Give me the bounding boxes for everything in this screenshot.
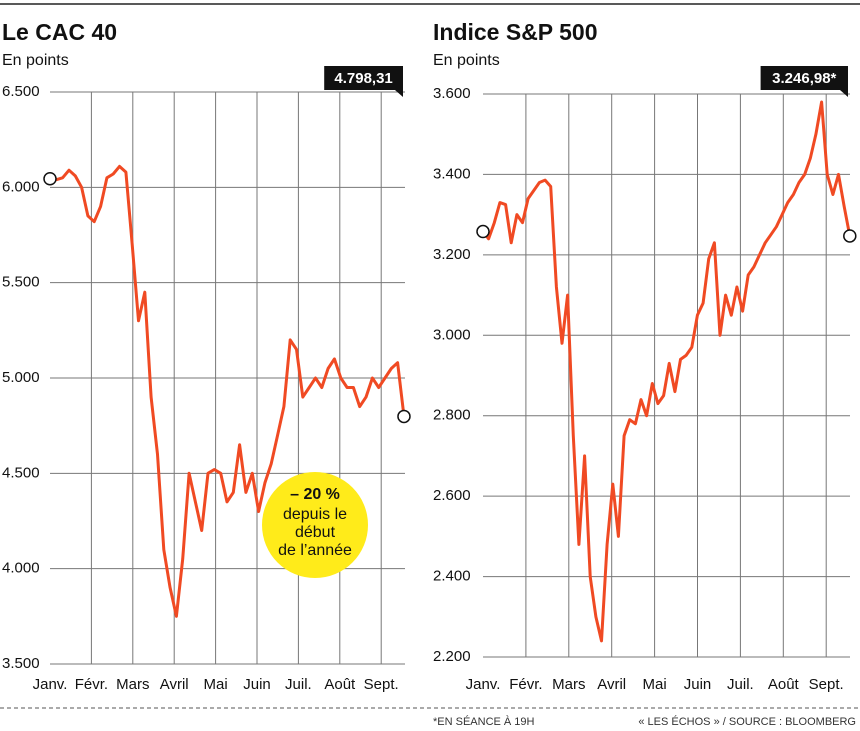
x-tick-label: Mars bbox=[116, 676, 149, 693]
y-tick-label: 3.000 bbox=[433, 326, 471, 343]
chart-subtitle: En points bbox=[433, 52, 500, 69]
x-tick-label: Mai bbox=[643, 676, 667, 693]
y-tick-label: 3.200 bbox=[433, 246, 471, 263]
end-marker bbox=[476, 224, 490, 239]
x-tick-label: Févr. bbox=[509, 676, 542, 693]
x-tick-label: Août bbox=[768, 676, 800, 693]
badge bbox=[262, 472, 368, 578]
y-tick-label: 5.000 bbox=[2, 369, 40, 386]
y-tick-label: 5.500 bbox=[2, 274, 40, 291]
price-line bbox=[481, 100, 852, 643]
end-marker bbox=[397, 409, 411, 424]
x-tick-label: Avril bbox=[160, 676, 189, 693]
y-tick-label: 4.500 bbox=[2, 464, 40, 481]
badge-text: depuis le bbox=[283, 506, 347, 523]
x-tick-label: Févr. bbox=[75, 676, 108, 693]
y-tick-label: 6.000 bbox=[2, 178, 40, 195]
x-tick-label: Août bbox=[324, 676, 356, 693]
chart-subtitle: En points bbox=[2, 52, 69, 69]
footnote: *EN SÉANCE À 19H bbox=[433, 715, 535, 728]
callout-label: 4.798,31 bbox=[334, 70, 392, 87]
callout-pointer bbox=[840, 90, 848, 97]
x-tick-label: Janv. bbox=[33, 676, 68, 693]
x-tick-label: Juin bbox=[243, 676, 271, 693]
y-tick-label: 2.800 bbox=[433, 407, 471, 424]
end-marker bbox=[843, 229, 857, 243]
x-tick-label: Juin bbox=[684, 676, 712, 693]
y-tick-label: 4.000 bbox=[2, 560, 40, 577]
x-tick-label: Mai bbox=[204, 676, 228, 693]
y-tick-label: 2.200 bbox=[433, 648, 471, 665]
callout-pointer bbox=[395, 90, 403, 97]
x-tick-label: Avril bbox=[597, 676, 626, 693]
callout-box bbox=[760, 66, 848, 90]
x-tick-label: Sept. bbox=[809, 676, 844, 693]
badge-headline: – 20 % bbox=[290, 486, 340, 503]
x-tick-label: Janv. bbox=[466, 676, 501, 693]
x-tick-label: Juil. bbox=[285, 676, 312, 693]
x-tick-label: Sept. bbox=[364, 676, 399, 693]
source: « LES ÉCHOS » / SOURCE : BLOOMBERG bbox=[638, 715, 856, 728]
chart-title: Le CAC 40 bbox=[2, 19, 117, 45]
x-tick-label: Juil. bbox=[727, 676, 754, 693]
y-tick-label: 3.400 bbox=[433, 165, 471, 182]
price-line bbox=[49, 164, 406, 618]
end-marker bbox=[43, 172, 57, 186]
y-tick-label: 3.600 bbox=[433, 85, 471, 102]
y-tick-label: 6.500 bbox=[2, 83, 40, 100]
chart-title: Indice S&P 500 bbox=[433, 19, 598, 45]
badge-text: début bbox=[295, 524, 336, 541]
y-tick-label: 2.600 bbox=[433, 487, 471, 504]
x-tick-label: Mars bbox=[552, 676, 585, 693]
y-tick-label: 2.400 bbox=[433, 568, 471, 585]
y-tick-label: 3.500 bbox=[2, 655, 40, 672]
callout-label: 3.246,98* bbox=[772, 70, 836, 87]
callout-box bbox=[324, 66, 403, 90]
badge-text: de l’année bbox=[278, 542, 352, 559]
